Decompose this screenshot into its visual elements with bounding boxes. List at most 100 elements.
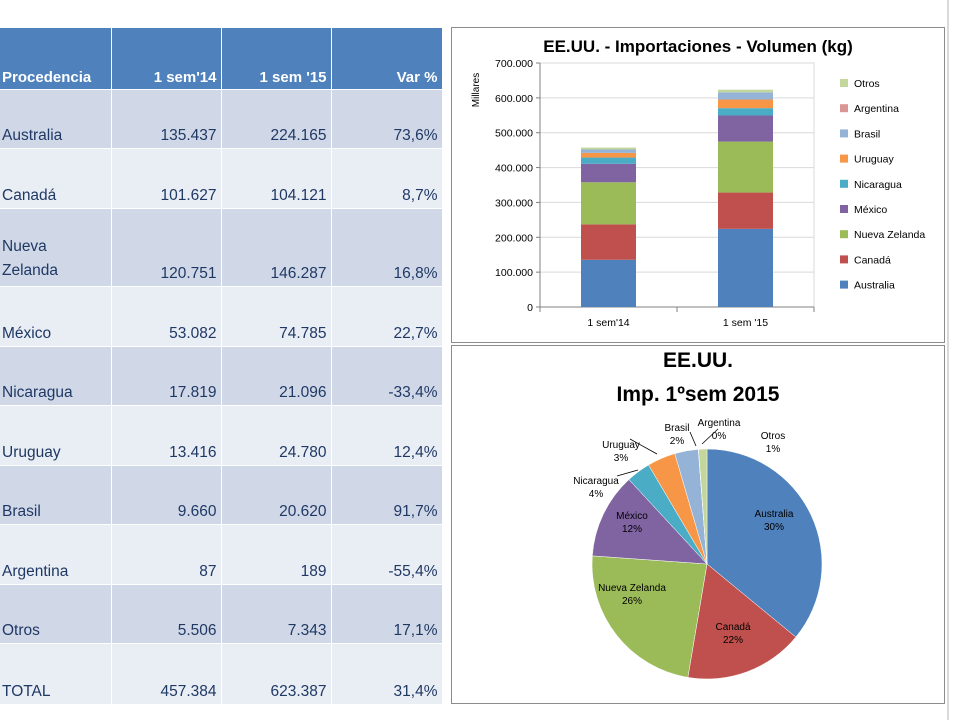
cell-var: 22,7% (331, 286, 443, 347)
pie-label-name: México (616, 511, 648, 522)
cell-sem15: 20.620 (221, 465, 332, 525)
pie-label-name: Argentina (698, 418, 741, 429)
cell-procedencia: Nicaragua (0, 346, 112, 406)
pie-slice-canadá (687, 563, 797, 680)
cell-procedencia: Uruguay (0, 405, 112, 466)
legend-label: Nueva Zelanda (854, 229, 925, 241)
bar-segment-australia (581, 259, 636, 307)
bar-segment-nicaragua (581, 157, 636, 164)
cell-sem15: 146.287 (221, 208, 332, 287)
table-row: Australia 135.437 224.165 73,6% (0, 89, 443, 149)
legend-label: Uruguay (854, 154, 894, 166)
cell-procedencia: Australia (0, 89, 112, 149)
pie-label-name: Otros (761, 431, 785, 442)
table-row: Brasil 9.660 20.620 91,7% (0, 465, 443, 525)
cell-procedencia: Otros (0, 584, 112, 644)
legend-swatch (840, 154, 848, 163)
cell-procedencia: Canadá (0, 148, 112, 209)
pie-label-pct: 0% (712, 431, 727, 442)
cell-sem15: 21.096 (221, 346, 332, 406)
bar-segment-uruguay (718, 99, 773, 109)
table-row: TOTAL 457.384 623.387 31,4% (0, 643, 443, 704)
x-tick-label: 1 sem '15 (723, 317, 768, 329)
stacked-bar-chart: EE.UU. - Importaciones - Volumen (kg) Mi… (471, 37, 925, 329)
cell-sem15: 224.165 (221, 89, 332, 149)
legend-label: Brasil (854, 128, 880, 140)
pie-slice-nueva-zelanda (591, 555, 708, 678)
legend-label: México (854, 204, 887, 216)
table-row: Uruguay 13.416 24.780 12,4% (0, 405, 443, 466)
legend-swatch (840, 280, 848, 289)
table-row: Argentina 87 189 -55,4% (0, 524, 443, 585)
table-row: México 53.082 74.785 22,7% (0, 286, 443, 347)
slide-edge-shadow (947, 0, 949, 720)
legend-swatch (840, 129, 848, 138)
bar-segment-otros (581, 147, 636, 150)
bar-segment-otros (718, 89, 773, 93)
bar-segment-nicaragua (718, 108, 773, 116)
bar-segment-uruguay (581, 152, 636, 158)
pie-leader-line (689, 431, 697, 447)
cell-procedencia: México (0, 286, 112, 347)
cell-var: -33,4% (331, 346, 443, 406)
table-header-row: Procedencia 1 sem'14 1 sem '15 Var % (0, 28, 443, 90)
cell-var: 16,8% (331, 208, 443, 287)
y-tick-label: 500.000 (495, 128, 533, 140)
table-row: Nueva Zelanda 120.751 146.287 16,8% (0, 208, 443, 287)
pie-label-name: Nicaragua (573, 476, 619, 487)
pie-label-pct: 4% (589, 489, 604, 500)
cell-sem15: 74.785 (221, 286, 332, 347)
cell-sem15: 623.387 (221, 643, 332, 704)
legend-swatch (840, 104, 848, 113)
bar-segment-nueva-zelanda (581, 182, 636, 225)
legend-label: Canadá (854, 254, 891, 266)
bar-segment-australia (718, 228, 773, 307)
cell-sem15: 7.343 (221, 584, 332, 644)
cell-procedencia: Brasil (0, 465, 112, 525)
pie-label-pct: 1% (766, 444, 781, 455)
cell-procedencia: Nueva Zelanda (0, 208, 112, 287)
pie-slice-australia (706, 448, 823, 638)
y-tick-label: 400.000 (495, 163, 533, 175)
x-tick-label: 1 sem'14 (587, 317, 629, 329)
y-tick-label: 700.000 (495, 58, 533, 70)
legend-label: Argentina (854, 103, 899, 115)
y-tick-label: 100.000 (495, 267, 533, 279)
cell-sem15: 189 (221, 524, 332, 585)
y-tick-label: 200.000 (495, 232, 533, 244)
cell-var: 73,6% (331, 89, 443, 149)
bar-segment-brasil (581, 149, 636, 153)
bar-chart-title: EE.UU. - Importaciones - Volumen (kg) (543, 37, 853, 56)
cell-sem14: 13.416 (111, 405, 222, 466)
pie-label-pct: 3% (614, 453, 629, 464)
header-sem15: 1 sem '15 (221, 28, 332, 90)
cell-var: 91,7% (331, 465, 443, 525)
cell-sem14: 17.819 (111, 346, 222, 406)
pie-label-name: Nueva Zelanda (598, 583, 666, 594)
pie-leader-line (629, 438, 658, 455)
cell-sem14: 5.506 (111, 584, 222, 644)
legend-swatch (840, 205, 848, 213)
cell-var: -55,4% (331, 524, 443, 585)
pie-label-pct: 22% (723, 635, 743, 646)
cell-var: 17,1% (331, 584, 443, 644)
legend-label: Nicaragua (854, 179, 902, 191)
pie-chart-box: EE.UU. Imp. 1ºsem 2015 Australia 30% Canad… (451, 345, 945, 704)
pie-leader-line (701, 428, 719, 445)
legend-swatch (840, 79, 848, 87)
table-row: Otros 5.506 7.343 17,1% (0, 584, 443, 644)
cell-sem14: 9.660 (111, 465, 222, 525)
table-row: Canadá 101.627 104.121 8,7% (0, 148, 443, 209)
bar-chart-box: EE.UU. - Importaciones - Volumen (kg) Mi… (451, 27, 945, 343)
header-sem14: 1 sem'14 (111, 28, 222, 90)
bar-segment-canadá (718, 192, 773, 229)
cell-sem14: 457.384 (111, 643, 222, 704)
cell-sem14: 120.751 (111, 208, 222, 287)
cell-sem14: 87 (111, 524, 222, 585)
pie-label-pct: 12% (622, 524, 642, 535)
legend-swatch (840, 179, 848, 188)
pie-label-name: Canadá (715, 622, 750, 633)
cell-procedencia: TOTAL (0, 643, 112, 704)
pie-chart-title: EE.UU. (663, 349, 733, 372)
bar-segment-nueva-zelanda (718, 141, 773, 193)
